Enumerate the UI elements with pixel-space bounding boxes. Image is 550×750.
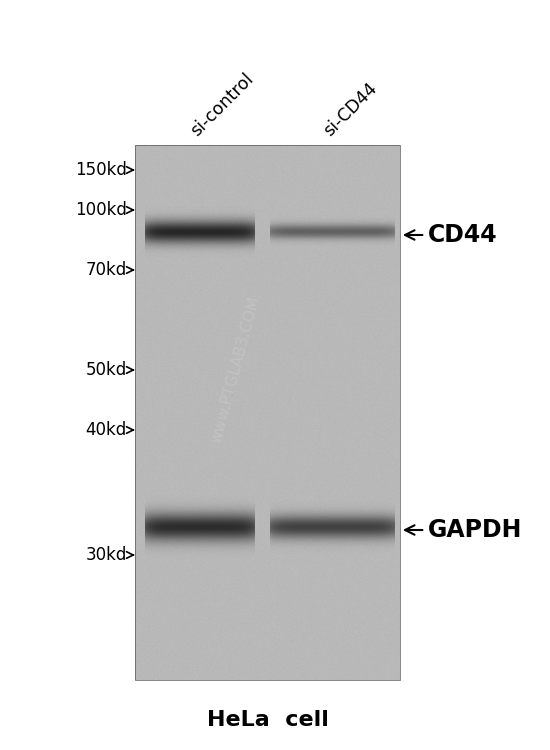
Bar	[135, 145, 400, 680]
Text: si-control: si-control	[187, 70, 257, 140]
Text: CD44: CD44	[405, 223, 498, 247]
Text: www.PTGLAB3.COM: www.PTGLAB3.COM	[209, 295, 262, 445]
Text: 40kd: 40kd	[86, 421, 133, 439]
Text: 70kd: 70kd	[86, 261, 133, 279]
Text: si-CD44: si-CD44	[320, 80, 380, 140]
Text: HeLa  cell: HeLa cell	[207, 710, 328, 730]
Text: 100kd: 100kd	[75, 201, 133, 219]
Text: 150kd: 150kd	[75, 161, 133, 179]
Text: 30kd: 30kd	[86, 546, 133, 564]
Text: 50kd: 50kd	[86, 361, 133, 379]
Text: GAPDH: GAPDH	[405, 518, 522, 542]
